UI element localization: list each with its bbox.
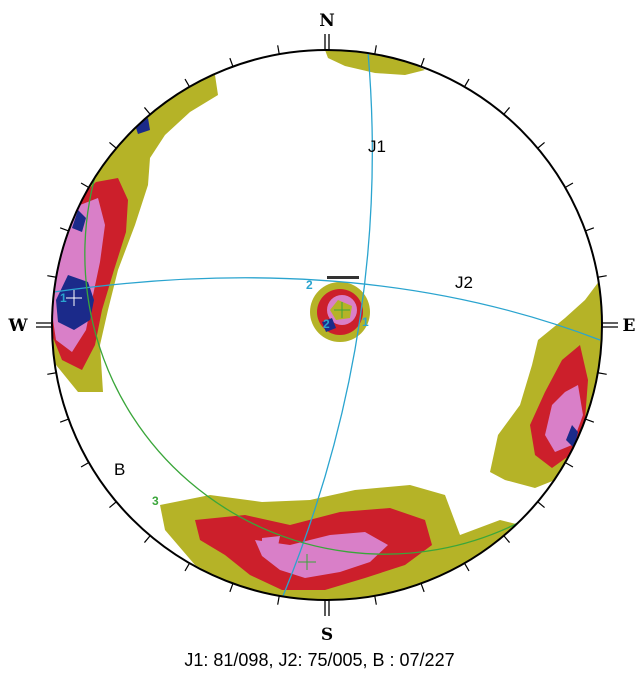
pole-number-j2-centre: 2	[323, 317, 330, 331]
azimuth-tick	[80, 461, 90, 468]
azimuth-tick	[109, 141, 117, 149]
azimuth-tick	[47, 372, 57, 375]
azimuth-tick	[503, 107, 511, 115]
east-label: E	[623, 316, 636, 336]
pole-number-j2: 2	[306, 278, 313, 292]
pole-number-b: 3	[152, 494, 159, 508]
azimuth-tick	[585, 418, 595, 423]
south-marker	[324, 600, 330, 616]
contour-nw-blue	[135, 118, 150, 134]
azimuth-tick	[564, 461, 574, 468]
azimuth-ticks	[47, 45, 607, 605]
azimuth-tick	[143, 107, 151, 115]
contour-south-pink	[255, 532, 388, 578]
azimuth-tick	[184, 78, 191, 88]
contour-south-pink-small	[262, 536, 280, 546]
contour-north-olive	[325, 50, 425, 75]
azimuth-tick	[59, 418, 69, 423]
azimuth-tick	[597, 372, 607, 375]
east-marker	[602, 322, 618, 328]
contour-west-blue	[56, 275, 94, 330]
contour-west-blue-small	[72, 210, 86, 232]
great-circles	[53, 51, 601, 597]
plane-label-b: B	[114, 460, 125, 479]
pole-marker-j2	[298, 554, 316, 570]
intersection-marker	[327, 276, 359, 279]
azimuth-tick	[374, 595, 377, 605]
primitive-circle	[51, 49, 603, 601]
great-circle-b	[84, 159, 521, 555]
pole-markers	[66, 276, 359, 570]
azimuth-tick	[420, 583, 425, 593]
azimuth-tick	[59, 227, 69, 232]
azimuth-tick	[463, 78, 470, 88]
azimuth-tick	[597, 275, 607, 278]
pole-number-j1-west: 1	[60, 291, 67, 305]
north-label: N	[319, 11, 335, 31]
azimuth-tick	[229, 57, 234, 67]
azimuth-tick	[229, 583, 234, 593]
azimuth-tick	[184, 562, 191, 572]
orientation-caption: J1: 81/098, J2: 75/005, B : 07/227	[184, 650, 455, 670]
azimuth-tick	[47, 275, 57, 278]
azimuth-tick	[503, 535, 511, 543]
azimuth-tick	[564, 182, 574, 189]
west-label: W	[7, 316, 28, 336]
azimuth-tick	[80, 182, 90, 189]
pole-marker-j1	[66, 290, 82, 306]
great-circle-j2	[53, 277, 601, 341]
plane-label-j2: J2	[455, 273, 473, 292]
azimuth-tick	[463, 562, 470, 572]
azimuth-tick	[537, 501, 545, 509]
plane-label-j1: J1	[368, 137, 386, 156]
azimuth-tick	[109, 501, 117, 509]
azimuth-tick	[537, 141, 545, 149]
great-circle-j1	[282, 51, 373, 597]
azimuth-tick	[143, 535, 151, 543]
cardinal-markers	[36, 34, 618, 616]
azimuth-tick	[420, 57, 425, 67]
west-marker	[36, 322, 52, 328]
azimuth-tick	[277, 45, 280, 55]
pole-number-j1: 1	[362, 315, 369, 329]
pole-marker-b	[334, 302, 350, 318]
azimuth-tick	[585, 227, 595, 232]
contour-centre-blue	[322, 318, 336, 332]
azimuth-tick	[374, 45, 377, 55]
north-marker	[324, 34, 330, 50]
south-label: S	[321, 625, 333, 645]
azimuth-tick	[277, 595, 280, 605]
